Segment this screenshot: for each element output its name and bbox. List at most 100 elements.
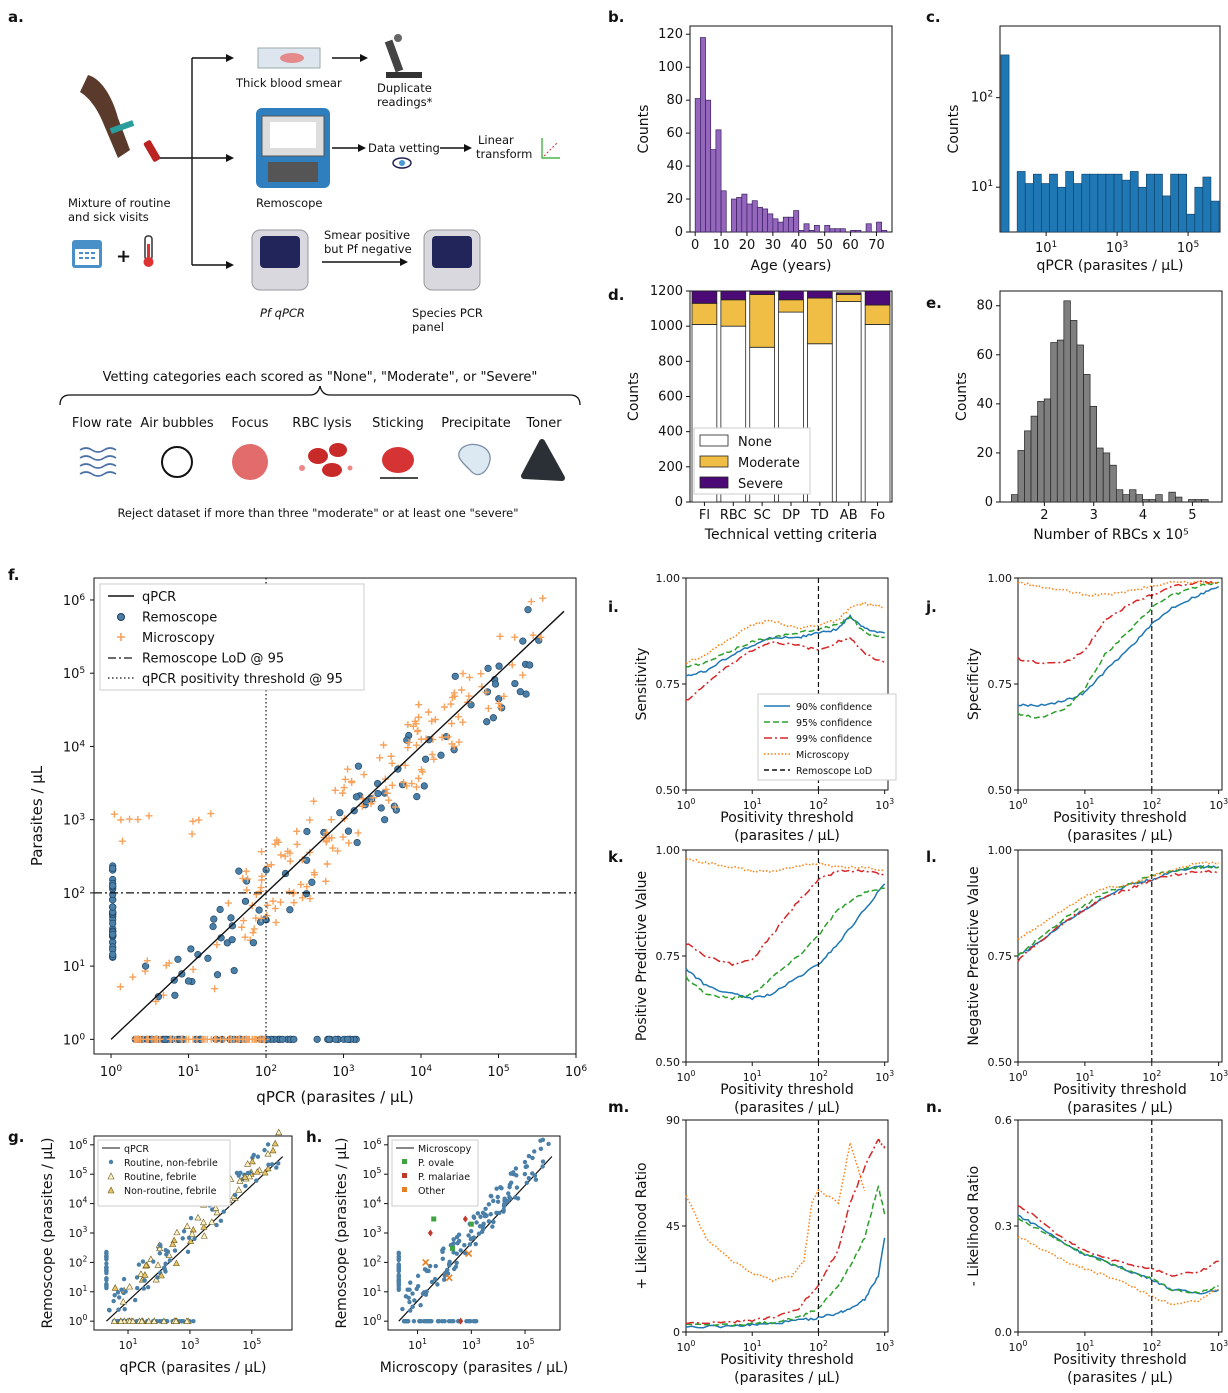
y-tick-label: 102 (63, 886, 85, 902)
remoscope-point (109, 903, 117, 911)
x-axis-label: Positivity threshold (1053, 1082, 1186, 1098)
remoscope-point (413, 793, 421, 801)
rbc-bar (1096, 447, 1104, 503)
febrile-point (138, 1317, 146, 1324)
microscopy-point (250, 925, 258, 933)
microscopy-point (385, 796, 393, 804)
remoscope-point (230, 966, 238, 975)
routine-point (408, 1280, 413, 1285)
microscopy-point (450, 689, 458, 697)
vetting-category-label: Toner (525, 416, 562, 431)
routine-point (474, 1318, 479, 1324)
febrile-point (271, 1139, 279, 1147)
chart-j: 100 101 102 103 0.50 0.75 1.00 Positivity thres… (966, 572, 1228, 844)
routine-point (468, 1318, 473, 1324)
microscopy-point (424, 708, 432, 716)
stack-severe (835, 292, 862, 295)
microscopy-point (310, 869, 318, 877)
remoscope-point (256, 918, 265, 926)
x-axis-label: Positivity threshold (1053, 1352, 1186, 1368)
x-tick-label: 100 (1009, 797, 1028, 812)
chart-i: 100 101 102 103 0.50 0.75 1.00 Positivity thres… (634, 572, 897, 844)
microscopy-point (411, 717, 419, 725)
x-tick-label: 3 (1090, 508, 1098, 523)
routine-point (540, 1137, 546, 1143)
microscopy-point (381, 775, 389, 783)
data-vetting-label: Data vetting (368, 141, 440, 155)
stack-moderate (835, 294, 862, 302)
microscopy-point (358, 802, 366, 810)
y-tick-label: 100 (658, 60, 683, 75)
microscopy-point (360, 771, 368, 779)
x-tick-label: 103 (1209, 1339, 1228, 1354)
microscopy-point (240, 917, 248, 925)
x-tick-label: 105 (1177, 240, 1199, 256)
vetting-category-label: Focus (231, 416, 268, 431)
qpcr-count-bar (1129, 171, 1139, 233)
routine-point (116, 1307, 121, 1312)
microscopy-point (143, 957, 151, 965)
microscopy-point (263, 912, 271, 920)
microscopy-point (281, 852, 289, 860)
legend-label: 99% confidence (796, 734, 872, 745)
routine-point (104, 1261, 109, 1266)
microscopy-point (242, 867, 250, 875)
x-tick-label: 103 (1106, 240, 1129, 256)
qpcr-machine-icon (251, 229, 309, 291)
remoscope-point (344, 1035, 352, 1043)
routine-point (141, 1286, 146, 1291)
chart-g: 101 103 105 100 101 102 103 104 105 106 qPCR (para… (40, 1128, 293, 1376)
routine-point (439, 1318, 445, 1324)
chart-e: 2 3 4 5 0 20 40 60 80 Number of RBCs x 10⁵ Counts (954, 290, 1223, 543)
y-tick-label: 0.50 (656, 784, 681, 797)
legend-label: qPCR (124, 1144, 149, 1155)
routine-point (468, 1236, 474, 1242)
microscopy-point (329, 844, 337, 852)
y-tick-label: 102 (363, 1254, 382, 1269)
chart-j-frame (1017, 577, 1223, 791)
series-99-confidence (1017, 580, 1219, 665)
microscopy-point (212, 1035, 220, 1043)
focus-blurred-cell-icon (232, 444, 268, 480)
panel-label-j: j. (925, 598, 937, 616)
series-99-confidence (685, 1138, 886, 1325)
age-bar (705, 99, 712, 233)
routine-point (214, 1222, 219, 1228)
microscopy-point (430, 755, 438, 763)
y-axis-label: Counts (626, 372, 642, 421)
y-tick-label: 80 (666, 93, 683, 108)
workflow-diagram: Thick blood smear Duplicate readings* Re… (59, 34, 581, 520)
x-tick-label: 102 (255, 1064, 277, 1080)
microscopy-point (224, 899, 232, 907)
x-tick-label: TD (810, 508, 829, 523)
series-microscopy (1017, 1236, 1219, 1306)
legend-label: 90% confidence (796, 702, 872, 713)
routine-point (468, 1228, 474, 1234)
routine-point (489, 1194, 494, 1199)
routine-point (533, 1177, 539, 1182)
remoscope-point (483, 718, 491, 726)
microscopy-point (328, 834, 336, 842)
microscopy-point (297, 880, 305, 888)
y-axis-label: - Likelihood Ratio (966, 1166, 982, 1286)
linear-label-2: transform (476, 147, 532, 161)
chart-b: 0 10 20 30 40 50 60 70 0 20 40 60 80 100 120 Age (years… (636, 25, 893, 274)
routine-point (180, 1236, 185, 1241)
y-tick-label: 60 (976, 348, 993, 363)
microscopy-point (448, 719, 456, 727)
remoscope-device-icon (256, 108, 330, 188)
routine-point (116, 1295, 122, 1300)
routine-point (191, 1318, 196, 1324)
legend-label: Routine, febrile (124, 1172, 197, 1183)
age-bar (876, 221, 882, 233)
panel-label-n: n. (926, 1098, 942, 1116)
remoscope-point (286, 906, 294, 914)
vetting-title: Vetting categories each scored as "None"… (103, 370, 538, 385)
chart-l: 100 101 102 103 0.50 0.75 1.00 Positivity thres… (966, 844, 1228, 1116)
febrile-point (119, 1298, 127, 1305)
series-90-confidence (1017, 864, 1219, 957)
remoscope-point (109, 950, 117, 958)
y-tick-label: 0 (675, 225, 683, 240)
x-axis-label: Positivity threshold (1053, 810, 1186, 826)
y-axis-label: Positive Predictive Value (634, 871, 650, 1041)
